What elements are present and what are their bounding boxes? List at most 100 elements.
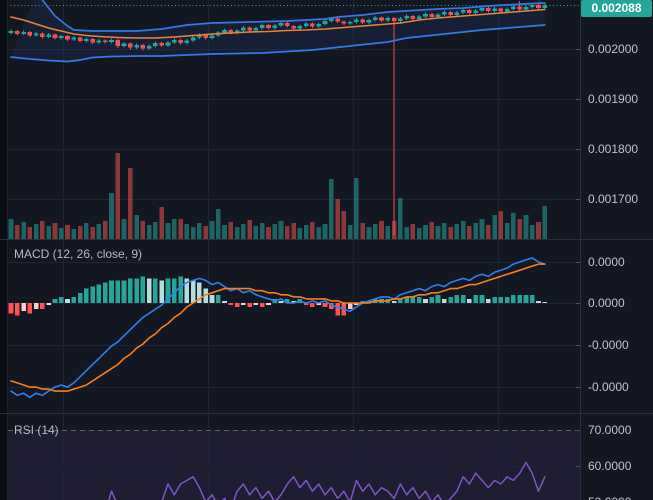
- macd-histogram-bar: [404, 296, 409, 303]
- volume-bar: [479, 219, 485, 239]
- macd-histogram-bar: [234, 303, 240, 308]
- macd-histogram-bar: [209, 294, 215, 303]
- volume-bar: [517, 219, 522, 239]
- volume-bar: [134, 215, 139, 239]
- volume-bar: [222, 225, 227, 239]
- volume-bar: [40, 221, 45, 239]
- volume-bar: [109, 193, 114, 239]
- volume-bar: [266, 227, 271, 239]
- macd-histogram-bar: [354, 303, 359, 305]
- volume-bar: [335, 199, 340, 239]
- volume-bar: [385, 226, 391, 239]
- pane-separator-macd[interactable]: [0, 239, 653, 240]
- macd-histogram-bar: [178, 276, 183, 303]
- macd-histogram-bar: [77, 292, 83, 304]
- candle-body: [21, 32, 26, 34]
- candle-body: [322, 21, 328, 24]
- volume-bar: [215, 209, 221, 239]
- candle-body: [165, 42, 171, 46]
- candle-body: [291, 26, 296, 29]
- macd-histogram-bar: [517, 294, 522, 303]
- volume-bar: [115, 153, 121, 239]
- macd-histogram-bar: [197, 282, 202, 303]
- macd-histogram-bar: [33, 303, 39, 310]
- volume-bar: [165, 223, 171, 239]
- candle-body: [316, 24, 321, 27]
- candle-body: [46, 34, 51, 37]
- candle-body: [190, 37, 196, 41]
- macd-histogram-bar: [115, 280, 121, 303]
- volume-bar: [448, 227, 453, 239]
- candle-body: [523, 7, 529, 10]
- axis-label: 0.001900: [588, 92, 639, 106]
- candle-body: [429, 14, 435, 17]
- volume-bar: [190, 227, 196, 239]
- candle-body: [423, 14, 428, 17]
- bollinger-basis-line: [10, 8, 546, 39]
- candle-body: [347, 22, 353, 24]
- volume-bar: [435, 226, 441, 239]
- candle-body: [84, 39, 89, 41]
- macd-histogram-bar: [172, 278, 177, 303]
- candle-body: [410, 16, 416, 19]
- macd-histogram-bar: [366, 300, 372, 303]
- volume-bar: [410, 224, 416, 239]
- macd-histogram-bar: [498, 296, 504, 303]
- axis-label: 0.001700: [588, 192, 639, 206]
- volume-bar: [372, 224, 378, 239]
- volume-bar: [153, 222, 158, 239]
- macd-histogram-bar: [410, 296, 416, 303]
- candle-body: [96, 40, 102, 43]
- candle-body: [460, 10, 466, 13]
- macd-histogram-bar: [529, 294, 535, 303]
- macd-histogram-bar: [278, 300, 284, 303]
- volume-bar: [146, 225, 152, 239]
- volume-bar: [159, 207, 164, 239]
- candle-body: [517, 6, 522, 10]
- candle-body: [40, 33, 45, 37]
- candle-body: [33, 33, 39, 36]
- volume-bar: [128, 168, 133, 239]
- macd-histogram-bar: [454, 294, 460, 303]
- pane-separator-rsi[interactable]: [0, 413, 653, 414]
- volume-bar: [542, 206, 548, 239]
- macd-histogram-bar: [15, 303, 20, 316]
- candle-body: [259, 25, 265, 28]
- candle-body: [310, 23, 315, 27]
- bollinger-lower-line: [10, 24, 546, 63]
- candle-body: [303, 23, 309, 26]
- axis-label: 0.001800: [588, 142, 639, 156]
- volume-bar: [77, 226, 83, 239]
- macd-histogram-bar: [140, 276, 146, 303]
- macd-histogram-bar: [473, 294, 478, 303]
- candle-body: [479, 8, 485, 11]
- candle-body: [542, 5, 548, 8]
- candle-body: [234, 30, 240, 33]
- macd-histogram-bar: [146, 278, 152, 303]
- volume-bar: [467, 226, 472, 239]
- candle-body: [385, 18, 391, 21]
- macd-histogram-bar: [335, 303, 340, 316]
- volume-bar: [228, 222, 234, 239]
- macd-histogram-bar: [259, 303, 265, 308]
- rsi-indicator-label[interactable]: RSI (14): [14, 423, 59, 437]
- volume-bar: [366, 227, 372, 239]
- volume-bar: [203, 226, 208, 239]
- volume-bar: [429, 222, 435, 239]
- macd-histogram-bar: [90, 286, 95, 303]
- volume-bar: [486, 225, 491, 239]
- macd-indicator-label[interactable]: MACD (12, 26, close, 9): [14, 247, 143, 261]
- macd-histogram-bar: [184, 278, 190, 303]
- macd-histogram-bar: [121, 280, 127, 303]
- volume-bar: [46, 226, 51, 239]
- volume-bar: [360, 223, 365, 239]
- candle-body: [285, 23, 290, 26]
- volume-bar: [416, 228, 422, 239]
- volume-bar: [184, 224, 190, 239]
- volume-bar: [33, 224, 39, 239]
- macd-histogram-bar: [96, 284, 102, 303]
- volume-bar: [511, 213, 516, 239]
- volume-bar: [460, 221, 466, 239]
